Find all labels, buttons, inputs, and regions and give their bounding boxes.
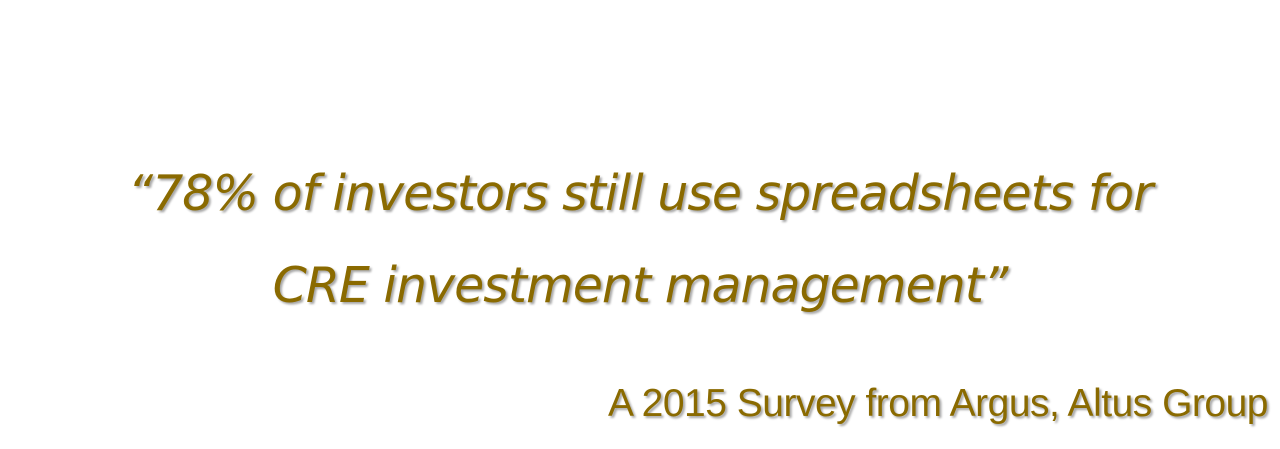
- quote-text: “78% of investors still use spreadsheets…: [0, 148, 1280, 332]
- quote-attribution: A 2015 Survey from Argus, Altus Group: [607, 382, 1269, 425]
- quote-line-2: CRE investment management”: [272, 257, 1009, 314]
- quote-line-1: “78% of investors still use spreadsheets…: [127, 165, 1154, 222]
